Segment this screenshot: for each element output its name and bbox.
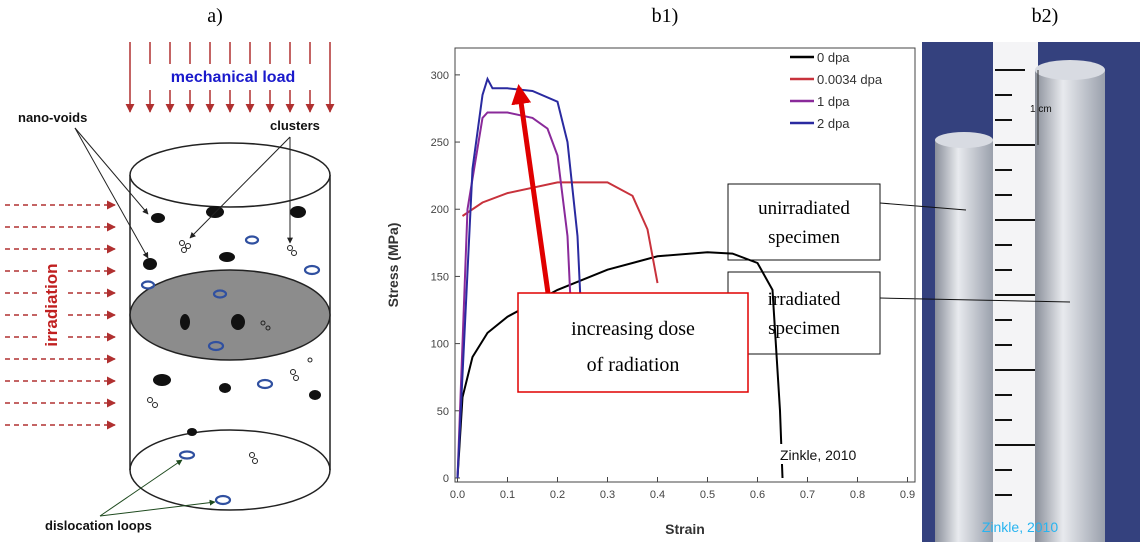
callout-text: irradiated [768, 289, 841, 310]
pointer [189, 136, 291, 239]
voids [143, 206, 321, 436]
x-tick-label: 0.1 [500, 489, 515, 501]
series-line [456, 111, 574, 479]
ruler-ticks [995, 69, 1040, 496]
x-axis-label: Strain [665, 521, 705, 537]
x-tick-label: 0.9 [900, 489, 915, 501]
y-tick-label: 250 [431, 137, 449, 149]
annotation-text: of radiation [587, 354, 680, 376]
pointer [74, 127, 149, 259]
legend-label: 1 dpa [817, 94, 850, 109]
y-tick-label: 150 [431, 271, 449, 283]
x-tick-label: 0.0 [450, 489, 465, 501]
clusters-label: clusters [270, 118, 320, 133]
specimen [1035, 70, 1105, 542]
legend-label: 0 dpa [817, 50, 850, 65]
callout-line [879, 202, 967, 211]
panel-label: b2) [1032, 5, 1059, 27]
scale-label: 1 cm [1030, 104, 1052, 115]
annotation-arrow [511, 84, 551, 294]
x-tick-label: 0.5 [700, 489, 715, 501]
y-axis-label: Stress (MPa) [385, 223, 401, 308]
source-bg [778, 444, 874, 464]
annotation-text: increasing dose [571, 318, 695, 340]
series-line [461, 181, 659, 284]
x-tick-label: 0.8 [850, 489, 865, 501]
label-bg [38, 255, 64, 355]
voids-label: nano-voids [18, 110, 87, 125]
specimen [935, 140, 993, 542]
callout-text: specimen [768, 318, 840, 339]
cylinder [129, 142, 331, 511]
series-line [456, 251, 784, 479]
panel-label: a) [207, 5, 223, 27]
x-tick-label: 0.7 [800, 489, 815, 501]
pointer [99, 459, 183, 517]
x-tick-label: 0.6 [750, 489, 765, 501]
load-label: mechanical load [171, 69, 296, 86]
source-text: Zinkle, 2010 [780, 447, 856, 463]
y-tick-label: 0 [443, 473, 449, 485]
photo: 1 cm Zinkle, 2010 [922, 42, 1140, 542]
callout-box [727, 271, 881, 355]
y-tick-label: 50 [437, 406, 449, 418]
chart: Stress (MPa) Strain 0 50 100 150 200 250 300 0.… [385, 47, 916, 537]
y-tick-label: 100 [431, 339, 449, 351]
ruler [993, 42, 1038, 542]
legend-label: 2 dpa [817, 116, 850, 131]
pointer [74, 127, 149, 215]
panel-label: b1) [652, 5, 679, 27]
specimen-end [935, 132, 993, 148]
loops-label: dislocation loops [45, 518, 152, 533]
series-line [456, 76, 584, 479]
irradiation-label: irradiation [42, 263, 61, 346]
diagram: mechanical load irradiation [5, 42, 335, 533]
x-tick-label: 0.2 [550, 489, 565, 501]
callout-text: unirradiated [758, 198, 850, 219]
annotation-box [517, 292, 749, 393]
callout-box [727, 183, 881, 261]
loops [140, 235, 321, 506]
label-bg [148, 64, 318, 90]
specimen-end [1035, 60, 1105, 80]
y-tick-label: 300 [431, 70, 449, 82]
pointer [99, 499, 216, 517]
plot-frame [454, 47, 916, 483]
legend-label: 0.0034 dpa [817, 72, 883, 87]
x-tick-label: 0.3 [600, 489, 615, 501]
y-tick-label: 200 [431, 204, 449, 216]
callout-line [879, 297, 1071, 303]
x-tick-label: 0.4 [650, 489, 665, 501]
photo-source: Zinkle, 2010 [982, 519, 1058, 535]
callout-text: specimen [768, 227, 840, 248]
clusters [147, 240, 313, 464]
